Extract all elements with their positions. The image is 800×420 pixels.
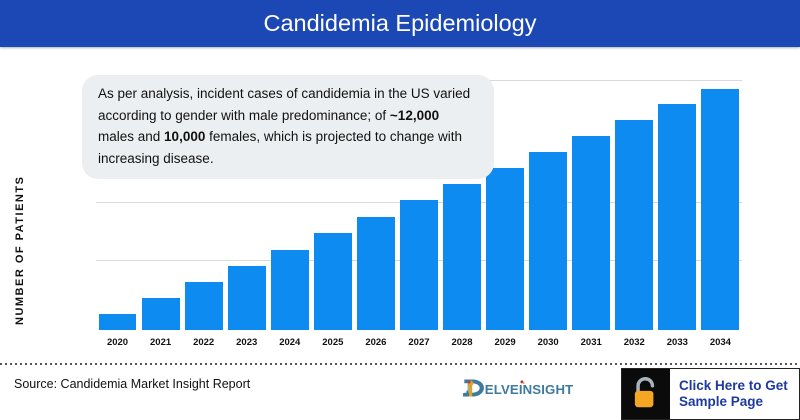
svg-text:ELVEINSIGHT: ELVEINSIGHT [485, 382, 574, 397]
